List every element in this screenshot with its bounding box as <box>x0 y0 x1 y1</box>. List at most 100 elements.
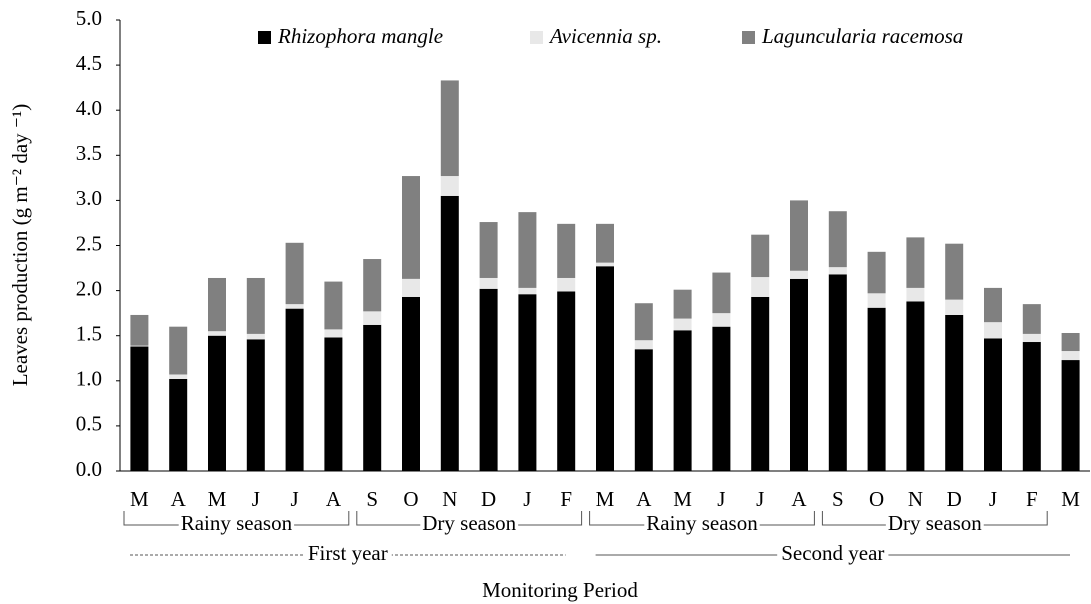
bar-segment <box>557 277 576 292</box>
bar-segment <box>867 251 886 294</box>
x-tick-label: O <box>869 487 884 511</box>
bar-segment <box>324 329 343 338</box>
bar-segment <box>945 243 964 300</box>
bar-segment <box>712 326 731 471</box>
bar-segment <box>984 338 1002 471</box>
bar-segment <box>479 222 498 278</box>
bar-segment <box>130 346 149 471</box>
bar-segment <box>1061 351 1080 361</box>
bar-segment <box>518 287 537 295</box>
bar-segment <box>440 195 459 471</box>
bar-segment <box>130 314 149 346</box>
season-label: Rainy season <box>646 511 758 535</box>
year-label: Second year <box>781 541 884 565</box>
bar-segment <box>208 331 226 336</box>
x-tick-label: D <box>947 487 962 511</box>
y-axis-label: Leaves production (g m⁻² day ⁻¹) <box>8 104 32 387</box>
year-label: First year <box>308 541 388 565</box>
legend-swatch <box>742 31 755 44</box>
bar-segment <box>169 378 188 471</box>
x-tick-label: M <box>1061 487 1080 511</box>
bar-segment <box>208 277 226 332</box>
bar-segment <box>246 339 265 471</box>
bar-segment <box>1022 342 1041 471</box>
bar-segment <box>285 304 304 309</box>
season-label: Dry season <box>422 511 516 535</box>
season-label-bg <box>420 522 519 528</box>
year-label-bg <box>777 552 889 558</box>
bar-segment <box>363 311 382 325</box>
bar-segment <box>402 176 420 279</box>
x-tick-label: A <box>636 487 652 511</box>
bar-segment <box>479 288 498 471</box>
bar-segment <box>634 349 653 471</box>
bar-segment <box>867 307 886 471</box>
bar-segment <box>751 234 770 278</box>
bar-segment <box>945 299 964 315</box>
bar-segment <box>1022 333 1041 343</box>
bar-segment <box>1022 304 1041 334</box>
bar-segment <box>751 277 770 297</box>
bar-segment <box>751 296 770 471</box>
bar-segment <box>828 267 847 275</box>
season-label: Rainy season <box>181 511 293 535</box>
season-label: Dry season <box>888 511 982 535</box>
x-tick-label: J <box>717 487 725 511</box>
bar-segment <box>363 324 382 471</box>
x-tick-label: A <box>171 487 187 511</box>
bar-segment <box>828 211 847 268</box>
bar-segment <box>984 322 1002 339</box>
y-tick-label: 3.0 <box>76 186 102 210</box>
bar-segment <box>634 340 653 350</box>
x-tick-label: N <box>908 487 923 511</box>
x-tick-label: A <box>326 487 342 511</box>
legend-label: Avicennia sp. <box>548 24 662 48</box>
season-label-bg <box>178 522 295 528</box>
y-tick-label: 4.0 <box>76 96 102 120</box>
bar-segment <box>634 303 653 341</box>
y-tick-label: 0.5 <box>76 412 102 436</box>
legend-label: Rhizophora mangle <box>277 24 443 48</box>
bar-segment <box>363 259 382 312</box>
season-label-bg <box>644 522 760 528</box>
y-tick-label: 1.5 <box>76 322 102 346</box>
bar-segment <box>557 223 576 278</box>
bar-segment <box>324 337 343 471</box>
legend-label: Laguncularia racemosa <box>761 24 963 48</box>
bar-segment <box>596 266 614 471</box>
x-tick-label: J <box>756 487 764 511</box>
bar-segment <box>518 212 537 288</box>
x-tick-label: S <box>832 487 844 511</box>
x-tick-label: F <box>560 487 572 511</box>
bar-segment <box>1061 332 1080 352</box>
y-tick-label: 5.0 <box>76 6 102 30</box>
x-tick-label: F <box>1026 487 1038 511</box>
x-tick-label: J <box>989 487 997 511</box>
bar-segment <box>1061 360 1080 471</box>
bar-segment <box>673 318 692 331</box>
x-tick-label: M <box>130 487 149 511</box>
x-tick-label: J <box>523 487 531 511</box>
y-tick-label: 0.0 <box>76 457 102 481</box>
bar-segment <box>324 281 343 330</box>
x-tick-label: M <box>673 487 692 511</box>
bar-segment <box>208 335 226 471</box>
bar-segment <box>440 80 459 177</box>
bar-segment <box>285 242 304 305</box>
bar-segment <box>984 287 1002 323</box>
bar-segment <box>246 277 265 334</box>
bar-segment <box>246 333 265 340</box>
bar-segment <box>945 314 964 471</box>
bar-segment <box>906 287 925 302</box>
bar-segment <box>906 237 925 288</box>
bar-segment <box>790 270 808 279</box>
bar-segment <box>285 308 304 471</box>
x-tick-label: S <box>366 487 378 511</box>
y-tick-label: 2.0 <box>76 276 102 300</box>
bar-segment <box>673 330 692 471</box>
y-tick-label: 2.5 <box>76 231 102 255</box>
bar-segment <box>596 223 614 263</box>
y-tick-label: 4.5 <box>76 51 102 75</box>
bar-segment <box>596 262 614 267</box>
